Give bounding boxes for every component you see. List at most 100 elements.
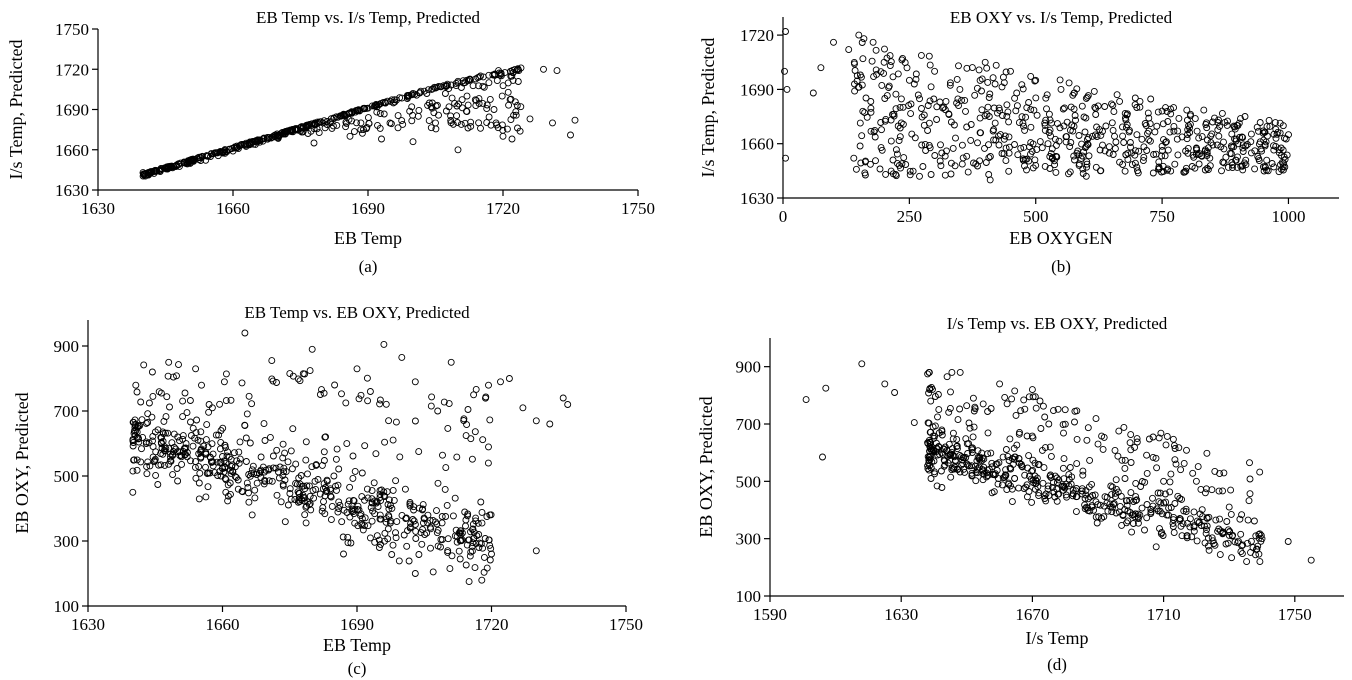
data-point — [1234, 153, 1241, 161]
data-point — [442, 107, 450, 115]
data-point — [428, 104, 436, 112]
data-point — [465, 578, 473, 586]
data-point — [1084, 507, 1092, 514]
data-point — [1231, 135, 1238, 143]
data-point — [1253, 123, 1261, 131]
data-point — [925, 119, 933, 127]
data-point — [1144, 109, 1152, 117]
data-point — [853, 77, 861, 85]
data-point — [202, 493, 210, 501]
data-point — [168, 439, 176, 447]
data-point — [990, 104, 998, 112]
data-point — [165, 460, 173, 468]
data-point — [472, 517, 480, 525]
data-point — [936, 157, 944, 165]
data-point — [1170, 122, 1178, 130]
data-point — [938, 431, 946, 439]
data-points — [781, 28, 1292, 184]
data-point — [898, 160, 906, 168]
data-point — [183, 409, 191, 417]
data-point — [1002, 144, 1010, 152]
data-point — [1083, 163, 1091, 171]
data-point — [1079, 471, 1087, 479]
data-point — [475, 100, 483, 107]
data-point — [442, 513, 450, 520]
data-point — [1041, 413, 1049, 421]
data-point — [1273, 130, 1281, 138]
data-point — [444, 424, 452, 432]
data-point — [1119, 161, 1127, 168]
data-point — [402, 515, 410, 523]
data-point — [1182, 147, 1190, 155]
data-point — [1106, 500, 1114, 508]
data-point — [357, 119, 365, 127]
data-point — [896, 124, 904, 132]
data-point — [287, 447, 295, 455]
y-tick-label: 900 — [736, 358, 762, 377]
data-point — [995, 132, 1002, 140]
data-point — [819, 453, 826, 461]
data-point — [411, 417, 419, 425]
data-point — [1043, 105, 1050, 113]
data-point — [353, 119, 360, 127]
data-point — [460, 417, 468, 424]
data-point — [385, 505, 393, 513]
data-point — [1101, 493, 1109, 501]
data-point — [986, 153, 994, 160]
data-point — [1080, 113, 1088, 121]
data-point — [496, 71, 504, 79]
data-point — [1216, 470, 1224, 478]
data-point — [1225, 503, 1233, 511]
data-point — [468, 547, 476, 555]
data-point — [1097, 167, 1105, 175]
data-point — [357, 126, 365, 134]
data-point — [1002, 68, 1010, 76]
data-point — [1060, 475, 1068, 483]
data-point — [869, 38, 877, 46]
data-point — [441, 485, 449, 493]
x-axis-label: I/s Temp — [1026, 628, 1089, 648]
x-tick-label: 1750 — [609, 615, 643, 634]
data-point — [279, 454, 287, 462]
data-point — [374, 121, 381, 129]
data-point — [1138, 478, 1146, 485]
data-point — [961, 468, 969, 476]
data-point — [351, 467, 359, 475]
panel-a: 1630 1660 1690 1720 175016301660169017201750… — [6, 8, 655, 276]
data-point — [465, 536, 473, 544]
data-point — [363, 104, 371, 112]
data-point — [1038, 446, 1046, 454]
data-point — [356, 106, 364, 114]
data-point — [1140, 143, 1148, 151]
data-point — [967, 136, 975, 144]
data-point — [280, 464, 288, 472]
data-point — [961, 96, 969, 104]
data-point — [995, 104, 1003, 112]
data-point — [1151, 128, 1159, 136]
data-point — [308, 463, 316, 471]
data-point — [398, 117, 406, 125]
data-point — [197, 437, 205, 445]
data-point — [373, 101, 381, 109]
data-point — [373, 108, 381, 116]
data-point — [161, 164, 169, 172]
data-point — [289, 425, 297, 433]
data-point — [512, 111, 520, 119]
data-point — [1029, 466, 1037, 474]
data-point — [292, 460, 300, 468]
data-point — [1150, 151, 1158, 158]
data-point — [419, 519, 427, 527]
data-point — [344, 539, 352, 547]
data-point — [368, 517, 376, 525]
data-point — [149, 443, 157, 451]
data-point — [978, 457, 986, 465]
data-point — [1111, 145, 1119, 153]
data-point — [472, 385, 480, 393]
data-point — [1256, 530, 1264, 538]
data-point — [155, 388, 163, 396]
x-tick-label: 500 — [1023, 207, 1049, 226]
data-point — [1113, 485, 1120, 493]
data-point — [261, 477, 269, 485]
data-point — [1123, 110, 1131, 118]
